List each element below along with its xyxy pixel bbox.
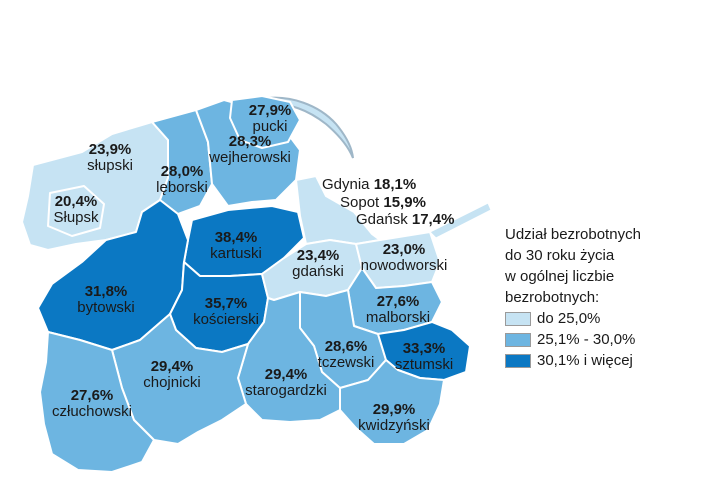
city-sopot: Sopot 15,9% <box>340 194 426 211</box>
region-czluchowski[interactable] <box>39 331 155 473</box>
city-gdansk-value: 17,4% <box>411 211 455 228</box>
label-nowodworski: 23,0% nowodworski <box>361 242 448 274</box>
vistula-spit <box>429 202 492 239</box>
value-wejherowski: 28,3% <box>228 133 272 150</box>
value-pucki: 27,9% <box>248 102 292 119</box>
value-leborski: 28,0% <box>160 163 204 180</box>
label-czluchowski: 27,6% człuchowski <box>52 388 132 420</box>
name-nowodworski: nowodworski <box>360 257 448 274</box>
legend-title-line-1: Udział bezrobotnych <box>505 226 641 243</box>
region-pucki[interactable] <box>229 95 301 149</box>
value-czluchowski: 27,6% <box>70 387 114 404</box>
legend-item-mid: 25,1% - 30,0% <box>505 329 641 350</box>
legend-swatch-low <box>505 311 531 326</box>
legend-item-low: do 25,0% <box>505 308 641 329</box>
value-bytowski: 31,8% <box>84 283 128 300</box>
city-gdynia-name: Gdynia <box>322 176 370 193</box>
value-slupsk: 20,4% <box>54 193 98 210</box>
label-malborski: 27,6% malborski <box>366 294 430 326</box>
name-tczewski: tczewski <box>317 354 375 371</box>
value-chojnicki: 29,4% <box>150 358 194 375</box>
name-chojnicki: chojnicki <box>143 374 201 391</box>
name-bytowski: bytowski <box>77 299 135 316</box>
label-bytowski: 31,8% bytowski <box>77 284 135 316</box>
name-malborski: malborski <box>365 309 431 326</box>
label-slupski: 23,9% słupski <box>87 142 133 174</box>
value-koscierski: 35,7% <box>204 295 248 312</box>
name-czluchowski: człuchowski <box>51 403 133 420</box>
name-kwidzynski: kwidzyński <box>358 417 430 434</box>
legend-label-low: do 25,0% <box>537 310 601 327</box>
region-slupsk[interactable] <box>47 185 105 237</box>
name-koscierski: kościerski <box>193 311 259 328</box>
value-starogardzki: 29,4% <box>264 366 308 383</box>
name-starogardzki: starogardzki <box>245 382 327 399</box>
name-pucki: pucki <box>252 118 288 135</box>
legend-title: Udział bezrobotnych do 30 roku życia w o… <box>505 224 641 308</box>
label-kartuski: 38,4% kartuski <box>210 230 262 262</box>
city-sopot-value: 15,9% <box>383 194 426 211</box>
legend-title-line-4: bezrobotnych: <box>505 289 600 306</box>
city-gdansk-name: Gdańsk <box>356 211 408 228</box>
city-gdynia-value: 18,1% <box>373 176 417 193</box>
value-kartuski: 38,4% <box>214 229 258 246</box>
label-tczewski: 28,6% tczewski <box>318 339 375 371</box>
label-wejherowski: 28,3% wejherowski <box>209 134 291 166</box>
value-slupski: 23,9% <box>88 141 132 158</box>
value-tczewski: 28,6% <box>324 338 368 355</box>
label-starogardzki: 29,4% starogardzki <box>245 367 327 399</box>
label-sztumski: 33,3% sztumski <box>395 341 453 373</box>
name-wejherowski: wejherowski <box>209 149 291 166</box>
name-kartuski: kartuski <box>210 245 262 262</box>
value-malborski: 27,6% <box>376 293 420 310</box>
name-slupski: słupski <box>87 157 133 174</box>
legend-title-line-2: do 30 roku życia <box>505 247 615 264</box>
label-pucki: 27,9% pucki <box>249 103 292 135</box>
legend-label-high: 30,1% i więcej <box>537 352 633 369</box>
city-gdynia: Gdynia 18,1% <box>322 176 416 193</box>
legend: Udział bezrobotnych do 30 roku życia w o… <box>505 224 641 371</box>
label-gdanski: 23,4% gdański <box>292 248 344 280</box>
value-nowodworski: 23,0% <box>382 241 426 258</box>
name-leborski: lęborski <box>156 179 208 196</box>
label-koscierski: 35,7% kościerski <box>193 296 259 328</box>
name-gdanski: gdański <box>292 263 344 280</box>
value-gdanski: 23,4% <box>296 247 340 264</box>
name-slupsk: Słupsk <box>53 209 99 226</box>
value-sztumski: 33,3% <box>402 340 446 357</box>
legend-swatch-mid <box>505 332 531 347</box>
label-kwidzynski: 29,9% kwidzyński <box>358 402 430 434</box>
city-sopot-name: Sopot <box>340 194 380 211</box>
label-slupsk: 20,4% Słupsk <box>53 194 98 226</box>
legend-title-line-3: w ogólnej liczbie <box>505 268 615 285</box>
legend-item-high: 30,1% i więcej <box>505 350 641 371</box>
name-sztumski: sztumski <box>394 356 454 373</box>
label-leborski: 28,0% lęborski <box>156 164 208 196</box>
label-chojnicki: 29,4% chojnicki <box>143 359 201 391</box>
legend-label-mid: 25,1% - 30,0% <box>537 331 636 348</box>
region-starogardzki[interactable] <box>237 291 341 423</box>
city-gdansk: Gdańsk 17,4% <box>356 211 454 228</box>
legend-swatch-high <box>505 353 531 368</box>
value-kwidzynski: 29,9% <box>372 401 416 418</box>
